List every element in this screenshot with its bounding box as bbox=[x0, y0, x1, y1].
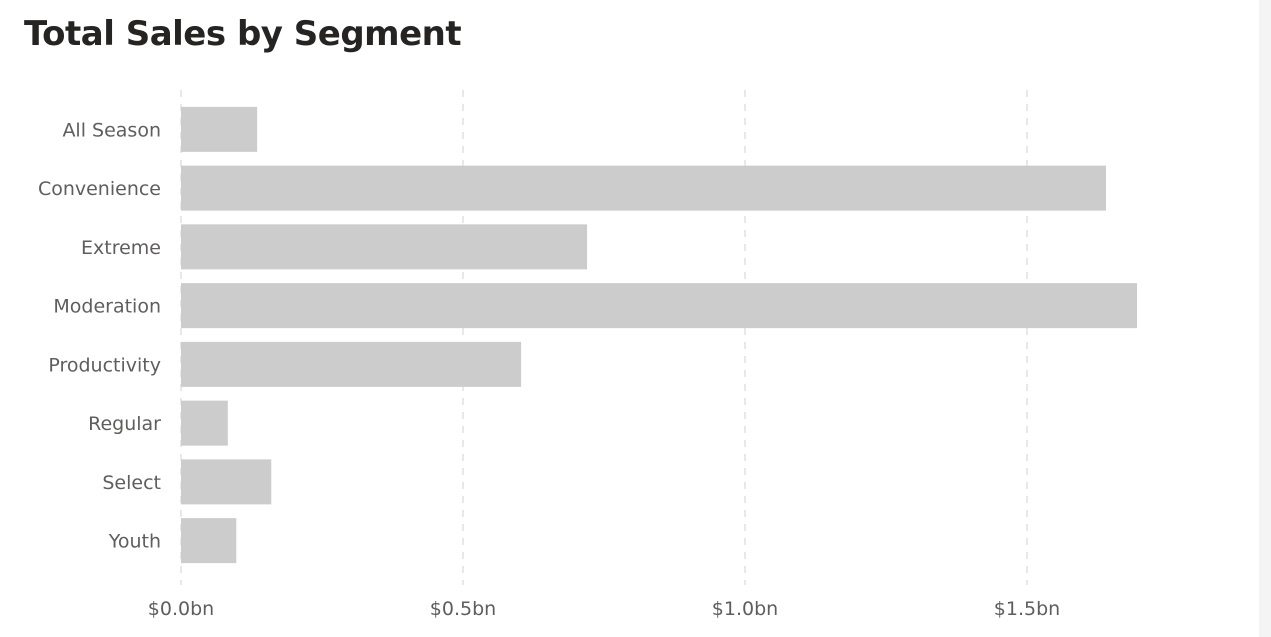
bar-extreme[interactable] bbox=[181, 224, 588, 270]
bar-moderation[interactable] bbox=[181, 283, 1137, 329]
bar-convenience[interactable] bbox=[181, 165, 1106, 211]
bar-youth[interactable] bbox=[181, 518, 237, 564]
y-category-label: Moderation bbox=[53, 296, 161, 318]
y-category-label: Regular bbox=[88, 413, 161, 435]
y-category-label: Select bbox=[102, 472, 161, 494]
bar-productivity[interactable] bbox=[181, 341, 522, 387]
chart-title: Total Sales by Segment bbox=[24, 14, 462, 54]
y-category-label: Youth bbox=[108, 531, 161, 553]
bar-select[interactable] bbox=[181, 459, 272, 505]
y-category-label: Convenience bbox=[38, 178, 161, 200]
bar-all-season[interactable] bbox=[181, 106, 258, 152]
x-tick-label: $1.0bn bbox=[712, 598, 778, 620]
bar-regular[interactable] bbox=[181, 400, 228, 446]
y-category-label: Productivity bbox=[48, 354, 161, 376]
x-tick-label: $1.5bn bbox=[994, 598, 1060, 620]
x-tick-label: $0.5bn bbox=[430, 598, 496, 620]
scrollbar-track bbox=[1259, 0, 1271, 637]
y-category-label: Extreme bbox=[81, 237, 161, 259]
y-category-label: All Season bbox=[62, 119, 161, 141]
x-tick-label: $0.0bn bbox=[148, 598, 214, 620]
